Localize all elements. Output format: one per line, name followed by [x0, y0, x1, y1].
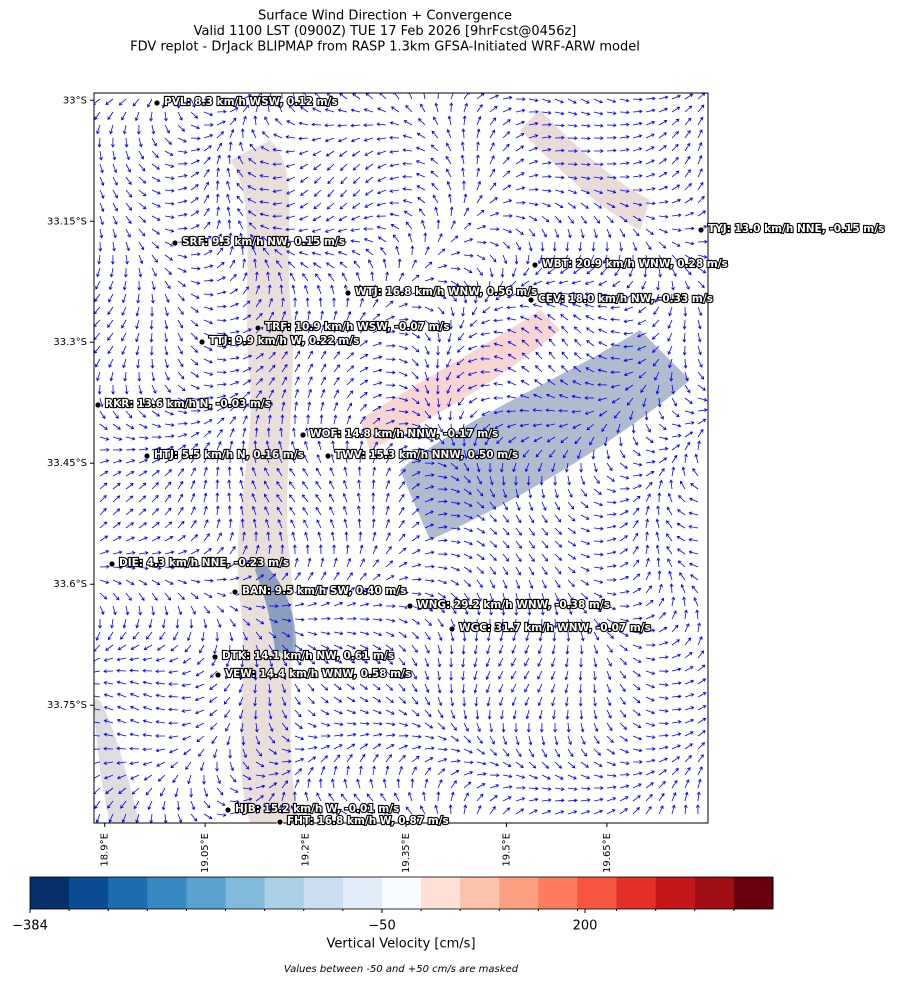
y-tick-label: 33.6°S [53, 579, 87, 590]
colorbar-segment [577, 877, 618, 909]
colorbar-segment [381, 877, 422, 909]
station-marker [299, 431, 307, 439]
y-tick-label: 33.15°S [47, 216, 87, 227]
y-tick-label: 33.75°S [47, 700, 87, 711]
station-marker [171, 239, 179, 247]
colorbar-segment [655, 877, 696, 909]
colorbar-tick-label: 200 [573, 919, 598, 934]
station-label: TRF: 10.9 km/h WSW, -0.07 m/s [265, 321, 450, 333]
station-label: BAN: 9.5 km/h SW, 0.40 m/s [242, 585, 406, 597]
y-tick-label: 33.45°S [47, 458, 87, 469]
colorbar-segment [69, 877, 109, 909]
colorbar-segment [538, 877, 578, 909]
station-label: DTK: 14.1 km/h NW, 0.61 m/s [222, 650, 394, 662]
station-marker [527, 296, 535, 304]
station-marker [198, 338, 206, 346]
x-tick-label: 19.65°E [602, 833, 613, 873]
colorbar-tick-label: −384 [12, 919, 48, 934]
station-marker [224, 806, 232, 814]
x-tick-label: 19.5°E [501, 833, 512, 867]
x-tick-label: 19.05°E [200, 833, 211, 873]
station-label: RKR: 13.6 km/h N, -0.03 m/s [105, 398, 271, 410]
colorbar-segment [225, 877, 266, 909]
x-tick-label: 19.35°E [401, 833, 412, 873]
colorbar-segment [733, 877, 774, 909]
station-marker [211, 653, 219, 661]
colorbar-segment [264, 877, 305, 909]
colorbar-segment [694, 877, 735, 909]
station-label: HJB: 15.2 km/h W, -0.01 m/s [235, 803, 399, 815]
station-marker [254, 324, 262, 332]
map-frame [93, 92, 709, 824]
station-label: FHT: 16.8 km/h W, 0.87 m/s [287, 815, 449, 827]
wind-vector-field [94, 93, 708, 823]
station-marker [108, 560, 116, 568]
station-label: CEV: 18.0 km/h NW, -0.33 m/s [538, 293, 713, 305]
title-block: Surface Wind Direction + ConvergenceVali… [130, 9, 640, 55]
station-label: WTJ: 16.8 km/h WNW, 0.56 m/s [355, 286, 537, 298]
station-marker [94, 401, 102, 409]
colorbar-segment [30, 877, 70, 909]
station-label: TYJ: 13.0 km/h NNE, -0.15 m/s [708, 223, 884, 235]
wind-vectors [94, 93, 708, 823]
x-tick-label: 19.2°E [301, 833, 312, 867]
station-marker [448, 625, 456, 633]
colorbar-tick-label: −50 [368, 919, 395, 934]
station-marker [276, 818, 284, 826]
station-marker [231, 588, 239, 596]
colorbar-segment [186, 877, 227, 909]
title-line: FDV replot - DrJack BLIPMAP from RASP 1.… [130, 40, 640, 55]
colorbar-segment [421, 877, 461, 909]
colorbar-note: Values between -50 and +50 cm/s are mask… [284, 964, 519, 975]
station-marker [214, 671, 222, 679]
colorbar: −384 −50 200 Vertical Velocity [cm/s] Values… [12, 876, 774, 975]
station-label: TWV: 15.3 km/h NNW, 0.50 m/s [335, 449, 518, 461]
colorbar-label: Vertical Velocity [cm/s] [326, 937, 475, 952]
station-label: VEW: 14.4 km/h WNW, 0.58 m/s [225, 668, 411, 680]
colorbar-frame [29, 876, 774, 910]
station-marker [153, 99, 161, 107]
station-label: WNG: 29.2 km/h WNW, -0.38 m/s [417, 599, 610, 611]
station-marker [324, 452, 332, 460]
station-label: WBT: 20.9 km/h WNW, 0.28 m/s [542, 258, 728, 270]
station-marker [406, 602, 414, 610]
station-marker [344, 289, 352, 297]
colorbar-segment [147, 877, 187, 909]
station-label: DIE: 4.3 km/h NNE, -0.23 m/s [119, 557, 289, 569]
station-label: HTJ: 5.5 km/h N, 0.16 m/s [154, 449, 304, 461]
stations: PVL: 8.3 km/h WSW, 0.12 m/s SRF: 9.3 km/h… [94, 95, 885, 828]
colorbar-segment [499, 877, 539, 909]
station-label: WOF: 14.8 km/h NNW, -0.17 m/s [310, 428, 498, 440]
colorbar-segment [616, 877, 657, 909]
colorbar-segment [342, 877, 383, 909]
station-label: SRF: 9.3 km/h NW, 0.15 m/s [182, 236, 345, 248]
station-label: WGC: 31.7 km/h WNW, -0.07 m/s [459, 622, 651, 634]
y-tick-label: 33°S [63, 95, 87, 106]
station-marker [531, 261, 539, 269]
station-label: TTJ: 9.9 km/h W, 0.22 m/s [209, 335, 359, 347]
station-marker [697, 226, 705, 234]
colorbar-segment [460, 877, 500, 909]
title-line: Surface Wind Direction + Convergence [258, 9, 512, 24]
x-tick-label: 18.9°E [100, 833, 111, 867]
colorbar-segment [303, 877, 344, 909]
y-tick-label: 33.3°S [53, 337, 87, 348]
title-line: Valid 1100 LST (0900Z) TUE 17 Feb 2026 [… [194, 24, 577, 39]
axes: 18.9°E 19.05°E 19.2°E 19.35°E 19.5°E 19.65°E 3… [47, 95, 613, 873]
station-marker [143, 452, 151, 460]
colorbar-segment [108, 877, 148, 909]
station-label: PVL: 8.3 km/h WSW, 0.12 m/s [164, 96, 338, 108]
